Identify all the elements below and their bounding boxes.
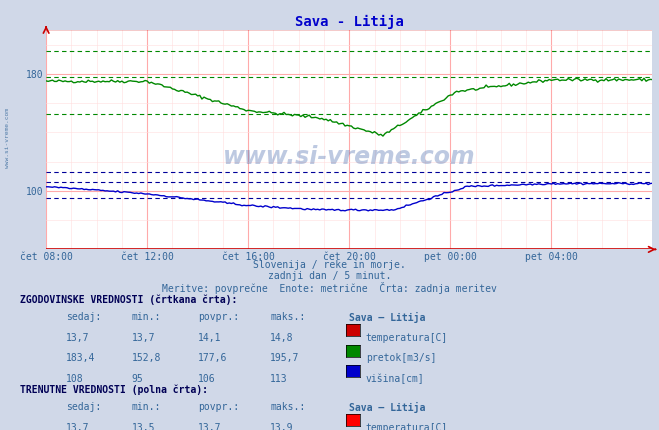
Text: 13,7: 13,7 — [66, 423, 90, 430]
Text: sedaj:: sedaj: — [66, 312, 101, 322]
Text: pretok[m3/s]: pretok[m3/s] — [366, 353, 436, 363]
Text: min.:: min.: — [132, 312, 161, 322]
Text: zadnji dan / 5 minut.: zadnji dan / 5 minut. — [268, 271, 391, 281]
Text: Slovenija / reke in morje.: Slovenija / reke in morje. — [253, 260, 406, 270]
Text: 14,8: 14,8 — [270, 333, 294, 343]
Text: Meritve: povprečne  Enote: metrične  Črta: zadnja meritev: Meritve: povprečne Enote: metrične Črta:… — [162, 282, 497, 294]
Text: 13,7: 13,7 — [66, 333, 90, 343]
Text: 13,7: 13,7 — [198, 423, 221, 430]
Text: 177,6: 177,6 — [198, 353, 227, 363]
Text: povpr.:: povpr.: — [198, 312, 239, 322]
Text: 113: 113 — [270, 374, 288, 384]
Text: min.:: min.: — [132, 402, 161, 412]
Text: maks.:: maks.: — [270, 312, 305, 322]
Title: Sava - Litija: Sava - Litija — [295, 15, 404, 29]
Text: 152,8: 152,8 — [132, 353, 161, 363]
Text: 108: 108 — [66, 374, 84, 384]
Text: 95: 95 — [132, 374, 144, 384]
Text: www.si-vreme.com: www.si-vreme.com — [223, 145, 476, 169]
Text: Sava – Litija: Sava – Litija — [349, 312, 426, 323]
Text: 13,5: 13,5 — [132, 423, 156, 430]
Text: maks.:: maks.: — [270, 402, 305, 412]
Text: www.si-vreme.com: www.si-vreme.com — [5, 108, 11, 168]
Text: TRENUTNE VREDNOSTI (polna črta):: TRENUTNE VREDNOSTI (polna črta): — [20, 384, 208, 395]
Text: sedaj:: sedaj: — [66, 402, 101, 412]
Text: 106: 106 — [198, 374, 215, 384]
Text: temperatura[C]: temperatura[C] — [366, 423, 448, 430]
Text: ZGODOVINSKE VREDNOSTI (črtkana črta):: ZGODOVINSKE VREDNOSTI (črtkana črta): — [20, 295, 237, 305]
Text: višina[cm]: višina[cm] — [366, 374, 424, 384]
Text: 183,4: 183,4 — [66, 353, 96, 363]
Text: 13,7: 13,7 — [132, 333, 156, 343]
Text: temperatura[C]: temperatura[C] — [366, 333, 448, 343]
Text: povpr.:: povpr.: — [198, 402, 239, 412]
Text: 13,9: 13,9 — [270, 423, 294, 430]
Text: Sava – Litija: Sava – Litija — [349, 402, 426, 413]
Text: 195,7: 195,7 — [270, 353, 300, 363]
Text: 14,1: 14,1 — [198, 333, 221, 343]
